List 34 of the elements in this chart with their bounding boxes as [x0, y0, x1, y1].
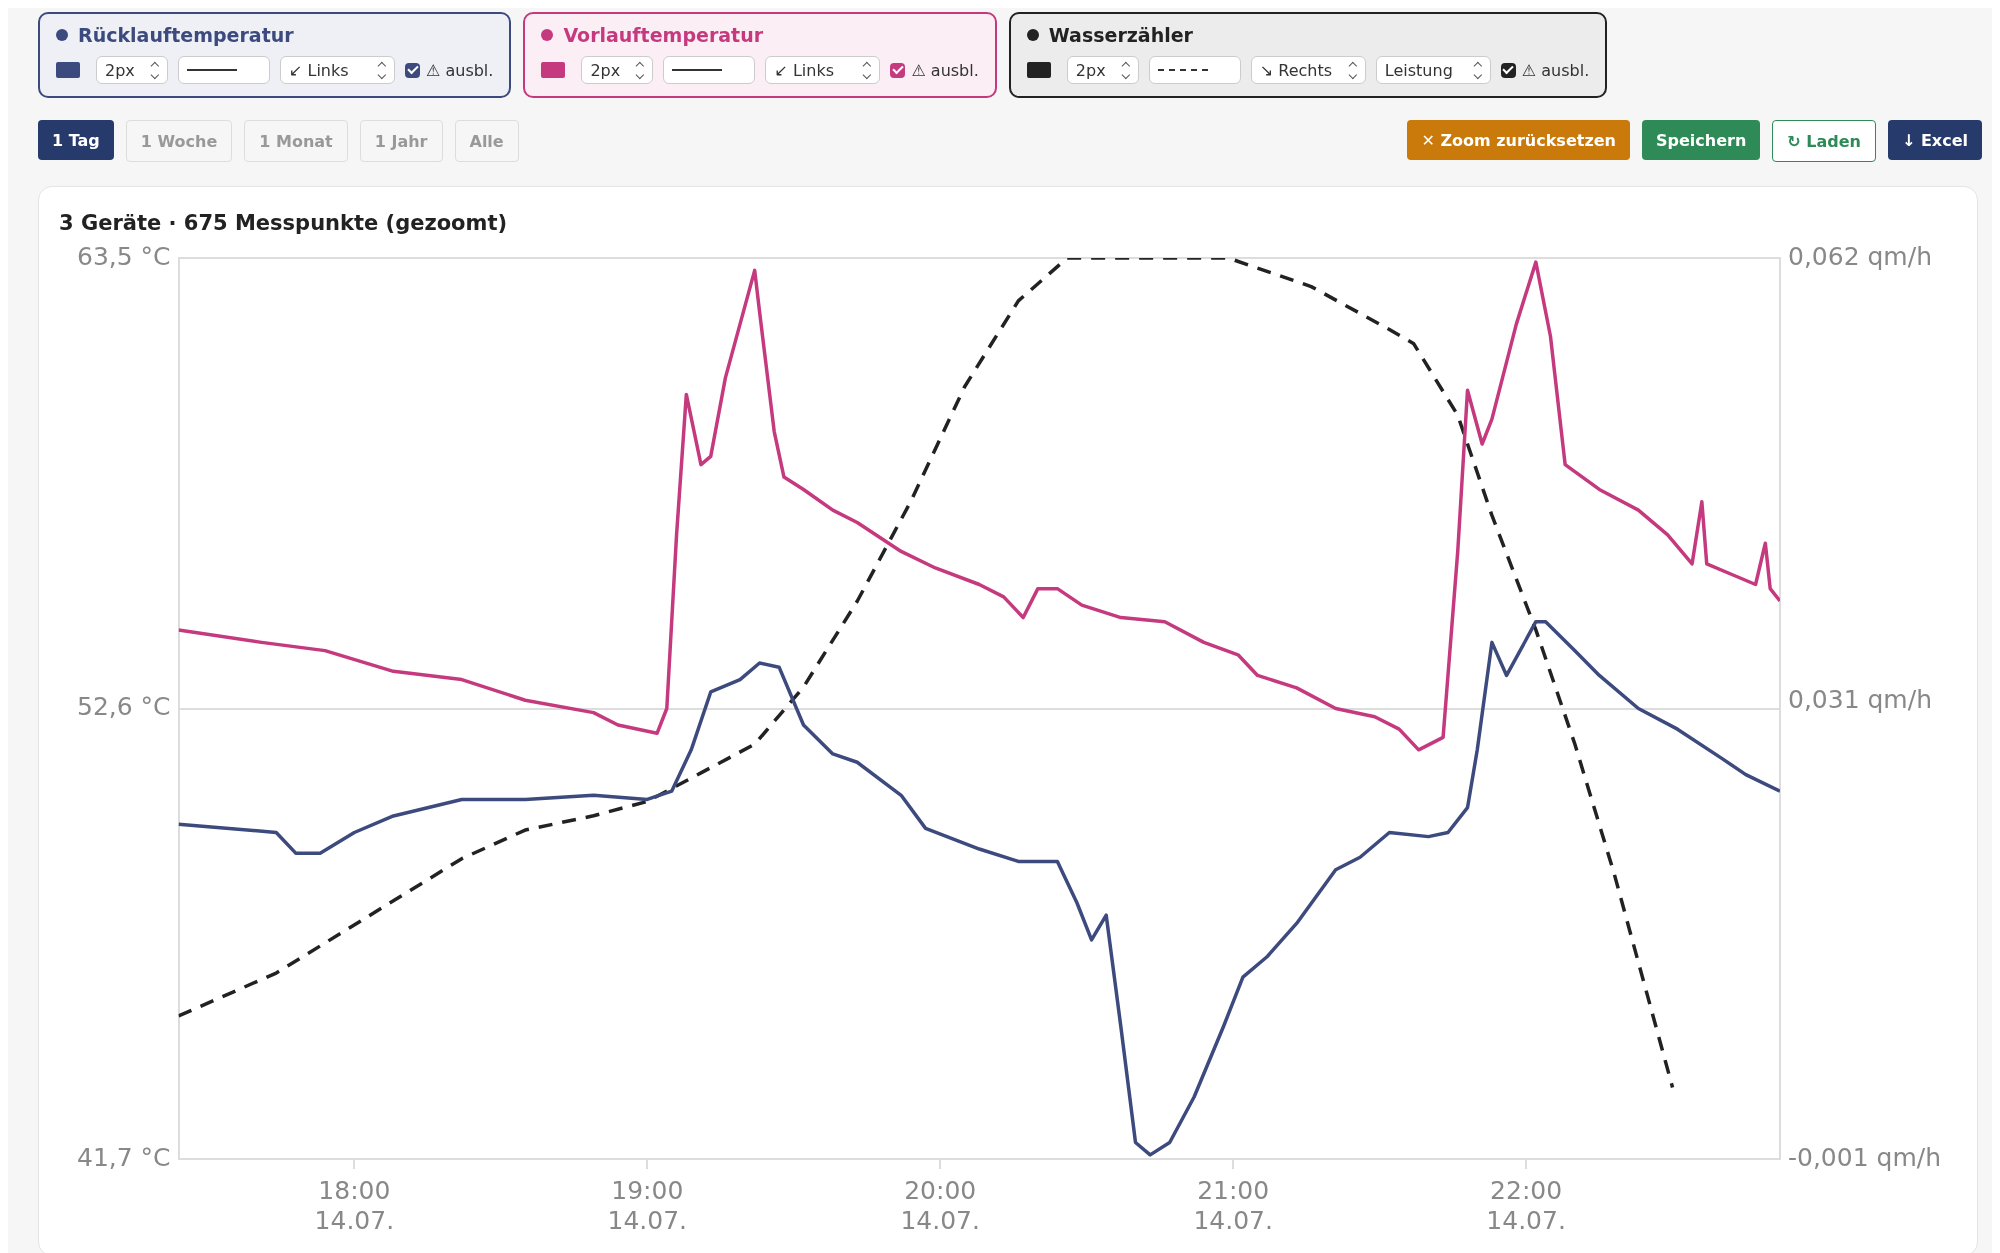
y-tick-label: 41,7 °C: [76, 1142, 171, 1172]
text: ✕ Zoom zurücksetzen: [1407, 120, 1630, 160]
y2-tick-label: 0,031 qm/h: [1787, 684, 1932, 714]
x-tick-label: 18:00 14.07.: [314, 1175, 395, 1235]
text: ⚠ ausbl.: [911, 60, 979, 80]
text: ↓ Excel: [1887, 120, 1982, 160]
text: ↘ Rechts: [1259, 60, 1333, 80]
text: 2px: [105, 60, 135, 80]
text: ↙ Links: [289, 60, 349, 80]
legend-label: Vorlauftemperatur: [563, 24, 764, 46]
y2-tick-label: 0,062 qm/h: [1787, 241, 1932, 271]
y-tick-label: 52,6 °C: [76, 692, 171, 721]
x-tick-label: 21:00 14.07.: [1193, 1175, 1273, 1235]
chart-title: 3 Geräte · 675 Messpunkte (gezoomt): [59, 211, 509, 235]
text: 2px: [590, 60, 621, 80]
text: Speichern: [1641, 120, 1761, 160]
legend-label: Wasserzähler: [1048, 24, 1193, 46]
text: 1 Woche: [125, 120, 233, 162]
legend-label: Rücklauftemperatur: [78, 24, 294, 46]
text: 1 Jahr: [359, 120, 443, 162]
text: ⚠ ausbl.: [1521, 60, 1590, 80]
text: 1 Tag: [38, 120, 114, 160]
text: 1 Monat: [244, 120, 348, 162]
text: Alle: [454, 120, 519, 162]
text: ↻ Laden: [1772, 120, 1876, 162]
text: Leistung: [1384, 60, 1453, 80]
text: ↙ Links: [774, 60, 834, 80]
y-tick-label: 63,5 °C: [76, 241, 171, 271]
x-tick-label: 20:00 14.07.: [900, 1175, 980, 1235]
y2-tick-label: -0,001 qm/h: [1787, 1142, 1941, 1172]
text: ⚠ ausbl.: [426, 60, 494, 80]
text: 2px: [1075, 60, 1106, 80]
x-tick-label: 19:00 14.07.: [607, 1175, 688, 1235]
x-tick-label: 22:00 14.07.: [1486, 1175, 1566, 1235]
